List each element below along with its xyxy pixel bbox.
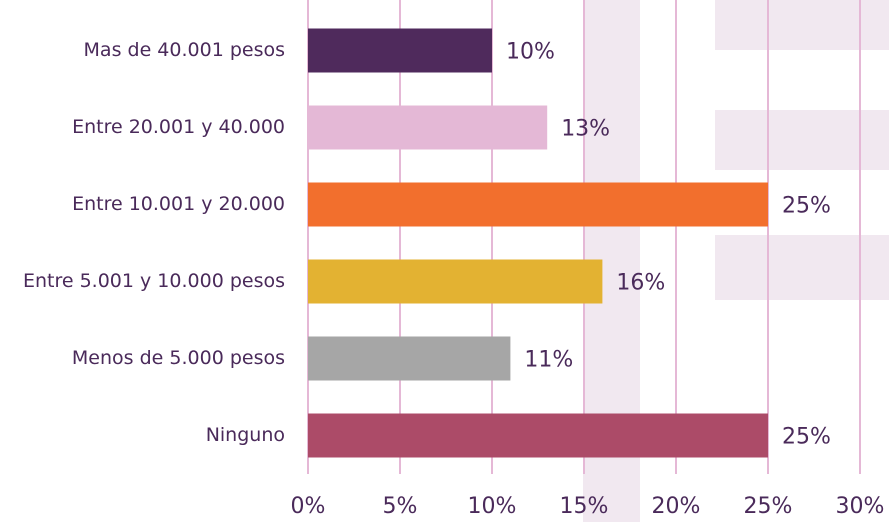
- value-label: 25%: [782, 425, 831, 450]
- y-tick-label: Entre 20.001 y 40.000: [72, 116, 285, 138]
- bar: [308, 413, 768, 458]
- y-tick-label: Mas de 40.001 pesos: [84, 39, 285, 61]
- bar: [308, 182, 768, 227]
- background-patch: [715, 235, 889, 300]
- value-label: 10%: [506, 40, 555, 65]
- x-tick-label: 10%: [468, 494, 517, 519]
- y-tick-label: Ninguno: [206, 424, 285, 446]
- value-label: 11%: [524, 348, 573, 373]
- value-label: 16%: [616, 271, 665, 296]
- background-patch: [715, 110, 889, 170]
- value-label: 25%: [782, 194, 831, 219]
- x-tick-label: 30%: [836, 494, 885, 519]
- y-tick-label: Menos de 5.000 pesos: [72, 347, 285, 369]
- x-tick-label: 5%: [383, 494, 418, 519]
- x-tick-label: 25%: [744, 494, 793, 519]
- x-tick-label: 20%: [652, 494, 701, 519]
- y-tick-label: Entre 10.001 y 20.000: [72, 193, 285, 215]
- x-tick-label: 15%: [560, 494, 609, 519]
- bar: [308, 259, 603, 304]
- y-tick-label: Entre 5.001 y 10.000 pesos: [23, 270, 285, 292]
- bar: [308, 336, 511, 381]
- bar: [308, 105, 548, 150]
- value-label: 13%: [561, 117, 610, 142]
- background-patch: [715, 0, 889, 50]
- x-tick-label: 0%: [291, 494, 326, 519]
- bar: [308, 28, 492, 73]
